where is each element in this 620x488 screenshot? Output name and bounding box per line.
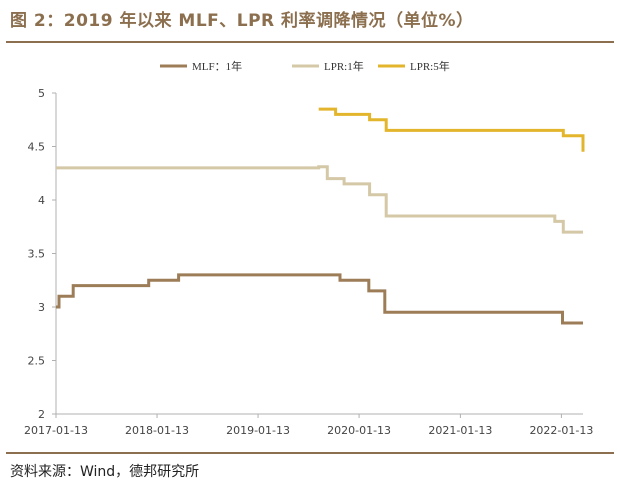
x-tick-label: 2022-01-13 (529, 424, 593, 437)
axes: 2 2.5 3 3.5 4 4.5 5 2017-01-13 2018-01-13 2019-01… (24, 87, 593, 437)
y-tick-label: 4 (38, 194, 45, 207)
series-line-2 (318, 107, 585, 152)
series-line-1 (56, 165, 583, 234)
y-tick-label: 3.5 (28, 248, 46, 261)
chart-title: 图 2：2019 年以来 MLF、LPR 利率调降情况（单位%） (10, 11, 474, 31)
y-tick-label: 5 (38, 87, 45, 100)
y-tick-label: 3 (38, 301, 45, 314)
x-tick-label: 2018-01-13 (125, 424, 189, 437)
legend: MLF：1年 LPR:1年 LPR:5年 (160, 59, 450, 73)
source-note: 资料来源：Wind，德邦研究所 (10, 464, 200, 480)
x-tick-label: 2017-01-13 (24, 424, 88, 437)
series-line-0 (56, 273, 583, 325)
y-tick-label: 2 (38, 408, 45, 421)
footer-divider (6, 452, 614, 454)
title-divider (6, 41, 614, 43)
legend-label: LPR:1年 (324, 59, 364, 73)
legend-label: MLF：1年 (192, 59, 242, 73)
legend-label: LPR:5年 (410, 59, 450, 73)
y-tick-label: 2.5 (28, 355, 46, 368)
y-tick-label: 4.5 (28, 141, 46, 154)
x-tick-label: 2019-01-13 (226, 424, 290, 437)
x-tick-label: 2021-01-13 (428, 424, 492, 437)
series-lines (56, 107, 585, 325)
x-tick-label: 2020-01-13 (327, 424, 391, 437)
